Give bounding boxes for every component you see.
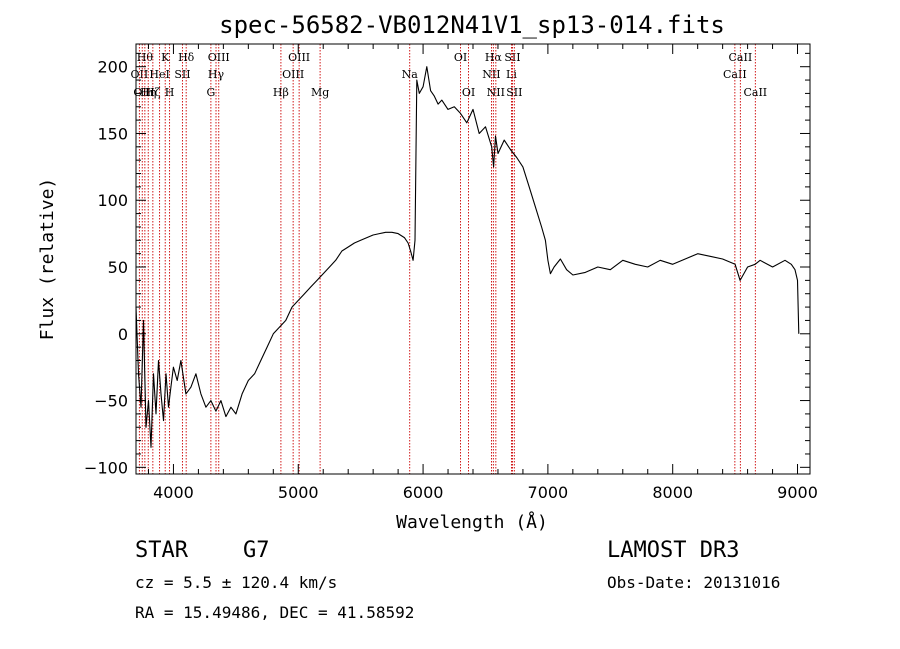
marker-label-8: SII bbox=[174, 68, 190, 81]
survey-name: LAMOST DR3 bbox=[607, 538, 740, 563]
marker-label-20: NII bbox=[482, 68, 500, 81]
marker-label-16: Mg bbox=[311, 86, 329, 99]
series-line-0 bbox=[135, 66, 800, 448]
marker-label-22: NII bbox=[487, 86, 505, 99]
marker-label-28: CaII bbox=[743, 86, 767, 99]
coordinates-text: RA = 15.49486, DEC = 41.58592 bbox=[135, 603, 415, 622]
x-tick-label-0: 4000 bbox=[153, 483, 194, 502]
object-subclass: G7 bbox=[243, 538, 270, 563]
chart-title: spec-56582-VB012N41V1_sp13-014.fits bbox=[219, 11, 725, 39]
marker-label-9: Hδ bbox=[178, 51, 195, 64]
marker-label-11: Hγ bbox=[208, 68, 225, 81]
marker-label-15: OIII bbox=[288, 51, 310, 64]
y-axis-label: Flux (relative) bbox=[37, 178, 58, 341]
marker-label-19: OI bbox=[462, 86, 475, 99]
y-tick-label-5: 150 bbox=[97, 124, 128, 143]
y-tick-label-2: 0 bbox=[118, 325, 128, 344]
y-tick-label-4: 100 bbox=[97, 191, 128, 210]
y-tick-label-0: −100 bbox=[84, 458, 128, 477]
y-axis: −100 −50 0 50 100 150 200 bbox=[84, 52, 810, 477]
marker-label-12: OIII bbox=[208, 51, 230, 64]
marker-label-0: OII bbox=[131, 68, 149, 81]
x-tick-label-1: 5000 bbox=[278, 483, 319, 502]
series-group bbox=[135, 66, 800, 448]
x-axis-label: Wavelength (Å) bbox=[396, 511, 548, 533]
marker-label-25: SII bbox=[506, 86, 522, 99]
marker-label-6: K bbox=[161, 51, 170, 64]
marker-label-18: OI bbox=[454, 51, 467, 64]
marker-label-27: CaII bbox=[729, 51, 753, 64]
marker-label-10: G bbox=[206, 86, 215, 99]
y-tick-label-1: −50 bbox=[94, 392, 128, 411]
marker-label-21: Hα bbox=[485, 51, 503, 64]
obs-date-text: Obs-Date: 20131016 bbox=[607, 573, 781, 592]
marker-label-2: Hθ bbox=[137, 51, 154, 64]
x-axis: 4000 5000 6000 7000 8000 9000 bbox=[147, 44, 818, 502]
marker-label-1: OII bbox=[133, 86, 151, 99]
marker-label-5: HeI bbox=[149, 68, 169, 81]
object-class: STAR bbox=[135, 538, 188, 563]
x-tick-label-3: 7000 bbox=[528, 483, 569, 502]
marker-label-17: Na bbox=[402, 68, 419, 81]
y-tick-label-6: 200 bbox=[97, 58, 128, 77]
y-tick-label-3: 50 bbox=[108, 258, 128, 277]
marker-label-4: Hζ bbox=[145, 86, 161, 99]
marker-label-7: H bbox=[165, 86, 175, 99]
marker-label-24: SII bbox=[504, 51, 520, 64]
redshift-text: cz = 5.5 ± 120.4 km/s bbox=[135, 573, 338, 592]
x-tick-label-4: 8000 bbox=[652, 483, 693, 502]
marker-label-23: Li bbox=[506, 68, 517, 81]
marker-label-3: Hη bbox=[140, 86, 156, 99]
x-tick-label-2: 6000 bbox=[403, 483, 444, 502]
marker-label-13: Hβ bbox=[273, 86, 289, 99]
marker-label-14: OIII bbox=[282, 68, 304, 81]
marker-label-26: CaII bbox=[723, 68, 747, 81]
x-tick-label-5: 9000 bbox=[777, 483, 818, 502]
